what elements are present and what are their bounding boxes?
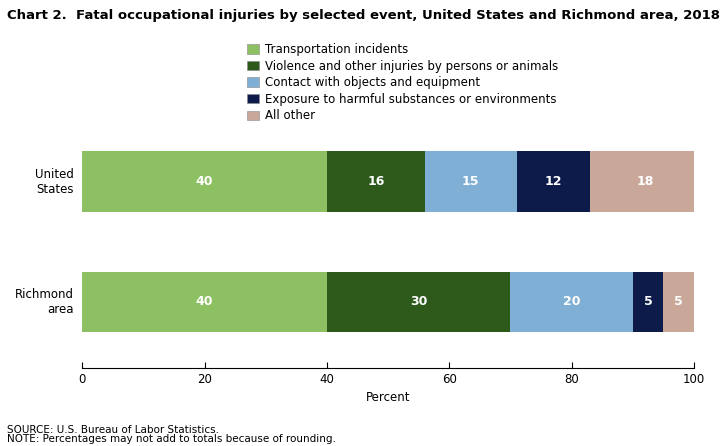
Bar <box>425 152 516 211</box>
Bar <box>633 272 663 332</box>
Text: 15: 15 <box>462 175 480 188</box>
Text: 20: 20 <box>563 295 580 308</box>
Bar <box>327 152 425 211</box>
Bar <box>327 272 510 332</box>
Text: 12: 12 <box>544 175 562 188</box>
Bar <box>82 152 327 211</box>
Text: NOTE: Percentages may not add to totals because of rounding.: NOTE: Percentages may not add to totals … <box>7 434 336 444</box>
Text: 5: 5 <box>674 295 683 308</box>
Text: 40: 40 <box>196 295 213 308</box>
Bar <box>510 272 633 332</box>
Bar <box>82 272 327 332</box>
Text: SOURCE: U.S. Bureau of Labor Statistics.: SOURCE: U.S. Bureau of Labor Statistics. <box>7 425 219 435</box>
Text: Chart 2.  Fatal occupational injuries by selected event, United States and Richm: Chart 2. Fatal occupational injuries by … <box>7 9 720 22</box>
Text: 40: 40 <box>196 175 213 188</box>
Bar <box>516 152 590 211</box>
Bar <box>663 272 694 332</box>
Bar <box>590 152 700 211</box>
X-axis label: Percent: Percent <box>366 391 410 404</box>
Text: 18: 18 <box>636 175 654 188</box>
Text: 5: 5 <box>644 295 652 308</box>
Text: 30: 30 <box>410 295 428 308</box>
Text: 16: 16 <box>367 175 384 188</box>
Legend: Transportation incidents, Violence and other injuries by persons or animals, Con: Transportation incidents, Violence and o… <box>247 43 558 122</box>
